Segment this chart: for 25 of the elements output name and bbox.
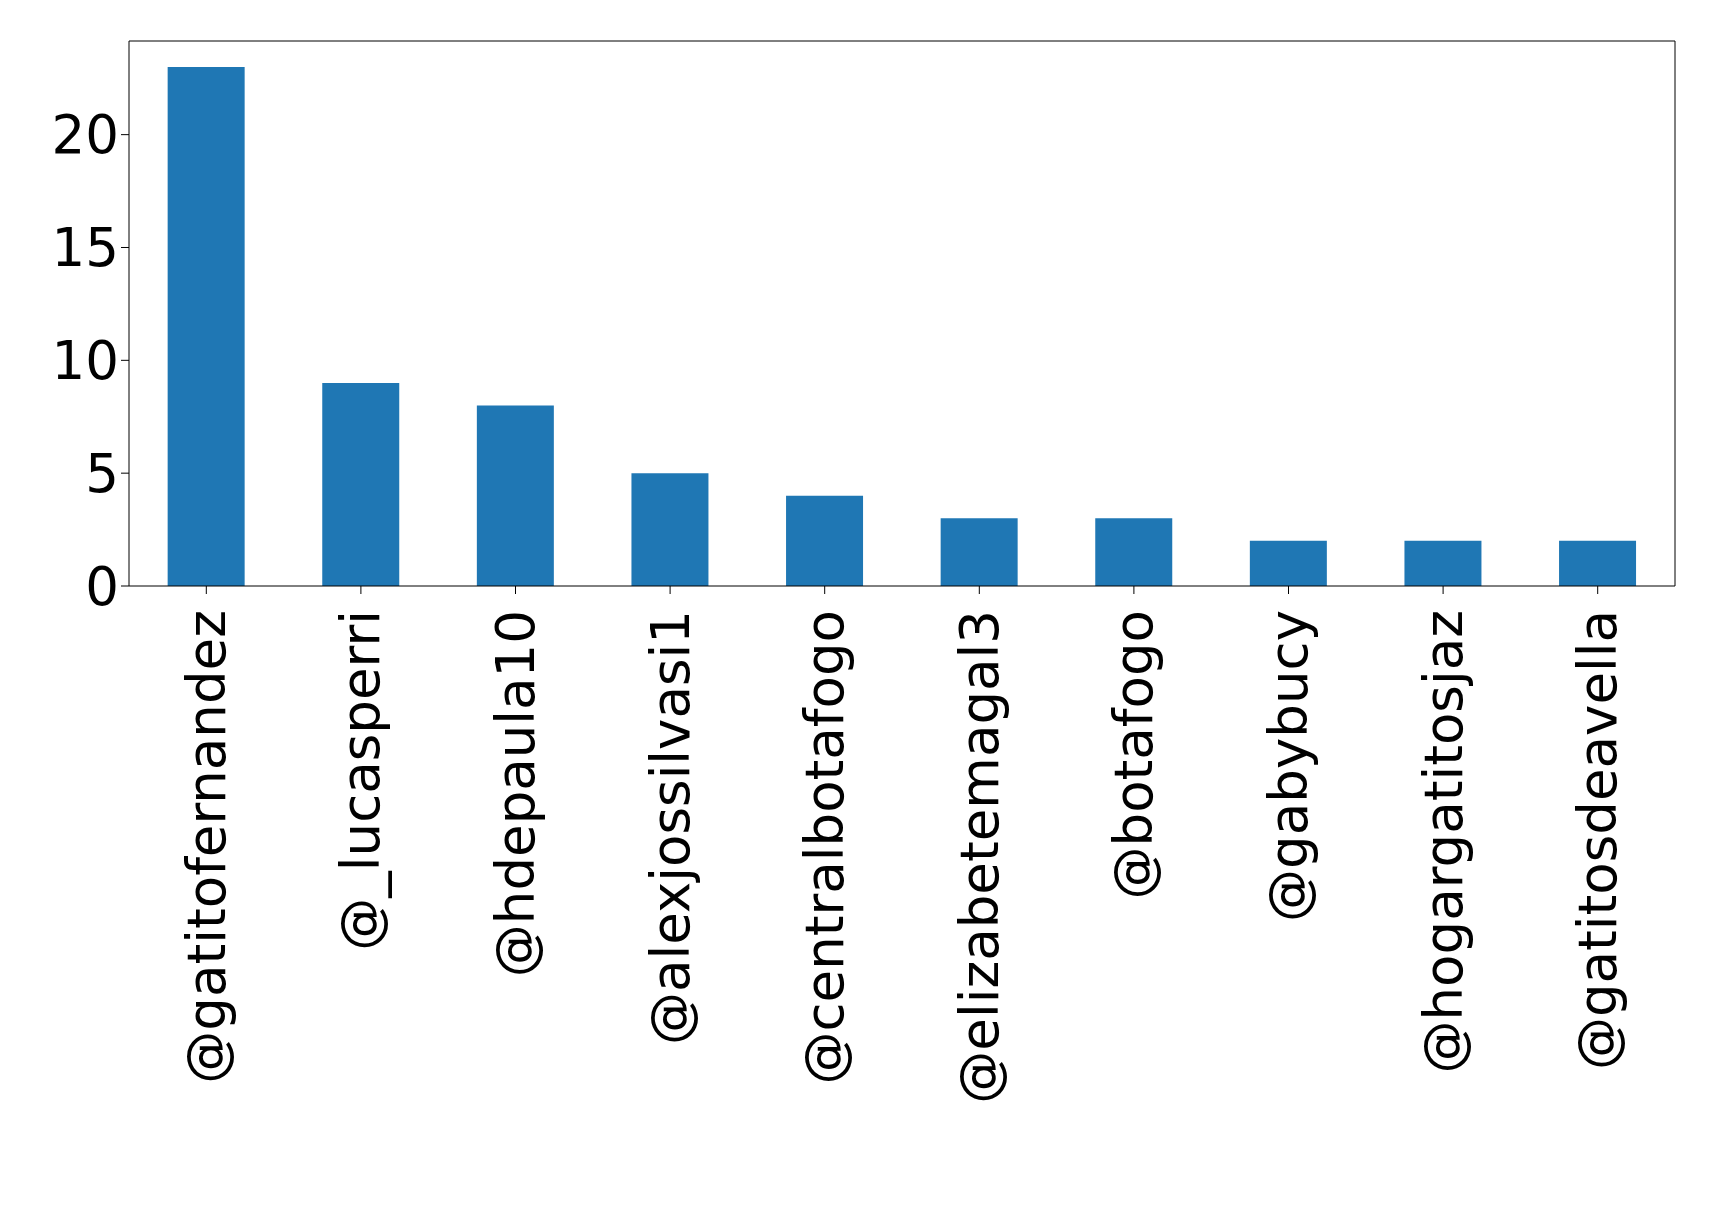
x-tick-label: @gabybucy [1258, 610, 1319, 922]
bar [940, 518, 1018, 586]
bar [1559, 540, 1637, 586]
y-tick-label: 20 [51, 104, 119, 166]
y-tick-label: 5 [85, 442, 119, 504]
bar [631, 473, 709, 586]
x-tick-label: @_lucasperri [330, 610, 393, 951]
bar [1249, 540, 1327, 586]
x-tick-label: @alexjossilvasi1 [639, 610, 701, 1045]
x-tick-label: @elizabetemagal3 [948, 610, 1010, 1104]
bar [322, 382, 400, 586]
y-tick-label: 10 [51, 330, 119, 392]
x-tick-label: @hdepaula10 [485, 610, 546, 978]
bar [1095, 518, 1173, 586]
bar [786, 495, 864, 586]
x-tick-label: @botafogo [1103, 610, 1165, 900]
x-tick-label: @gatitosdeavella [1567, 610, 1629, 1071]
x-tick-label: @centralbotafogo [794, 610, 856, 1085]
bar [1404, 540, 1482, 586]
x-tick-label: @gatitofernandez [175, 610, 237, 1084]
bar [167, 66, 245, 586]
y-tick-label: 15 [51, 217, 119, 279]
bar [476, 405, 554, 586]
x-tick-label: @hogargatitosjaz [1412, 610, 1474, 1074]
y-tick-label: 0 [85, 555, 119, 617]
